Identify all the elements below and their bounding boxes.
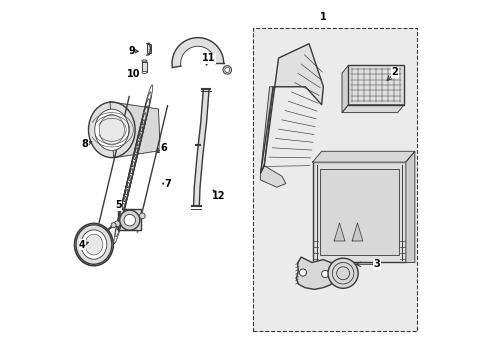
Polygon shape (405, 151, 414, 262)
Text: 6: 6 (160, 143, 167, 153)
Text: 3: 3 (373, 259, 380, 269)
Polygon shape (172, 38, 223, 67)
Circle shape (223, 66, 231, 74)
Polygon shape (296, 257, 337, 289)
Ellipse shape (142, 60, 147, 62)
Polygon shape (260, 44, 323, 173)
Ellipse shape (88, 102, 135, 158)
Text: 9: 9 (128, 46, 135, 56)
Text: 1: 1 (319, 12, 326, 22)
Ellipse shape (99, 114, 124, 145)
Circle shape (299, 269, 306, 276)
Circle shape (114, 221, 120, 226)
Text: 10: 10 (127, 69, 141, 79)
Text: 5: 5 (115, 200, 122, 210)
Polygon shape (333, 223, 344, 241)
Circle shape (111, 223, 116, 228)
Bar (348, 65, 403, 105)
Ellipse shape (81, 230, 106, 259)
Polygon shape (312, 151, 414, 162)
Circle shape (124, 215, 135, 226)
Bar (253, 28, 416, 330)
Text: 4: 4 (79, 239, 85, 249)
Polygon shape (193, 90, 208, 205)
Circle shape (224, 67, 229, 72)
Ellipse shape (85, 234, 102, 255)
Bar (319, 169, 398, 255)
Ellipse shape (76, 225, 112, 264)
Bar (142, 62, 147, 72)
Circle shape (321, 270, 328, 278)
Polygon shape (260, 166, 285, 187)
Circle shape (120, 210, 140, 230)
Polygon shape (351, 223, 362, 241)
Polygon shape (260, 87, 273, 173)
Ellipse shape (142, 71, 147, 73)
Polygon shape (341, 105, 403, 113)
Text: 7: 7 (163, 179, 170, 189)
Polygon shape (110, 102, 160, 158)
Ellipse shape (95, 109, 128, 150)
Text: 11: 11 (202, 53, 215, 63)
Circle shape (327, 258, 357, 288)
Polygon shape (341, 65, 348, 113)
Polygon shape (118, 209, 140, 230)
Bar (147, 44, 151, 53)
Text: 8: 8 (81, 139, 88, 149)
Bar (312, 162, 405, 262)
Text: 2: 2 (391, 67, 398, 77)
Circle shape (139, 213, 145, 219)
Text: 12: 12 (211, 191, 225, 201)
